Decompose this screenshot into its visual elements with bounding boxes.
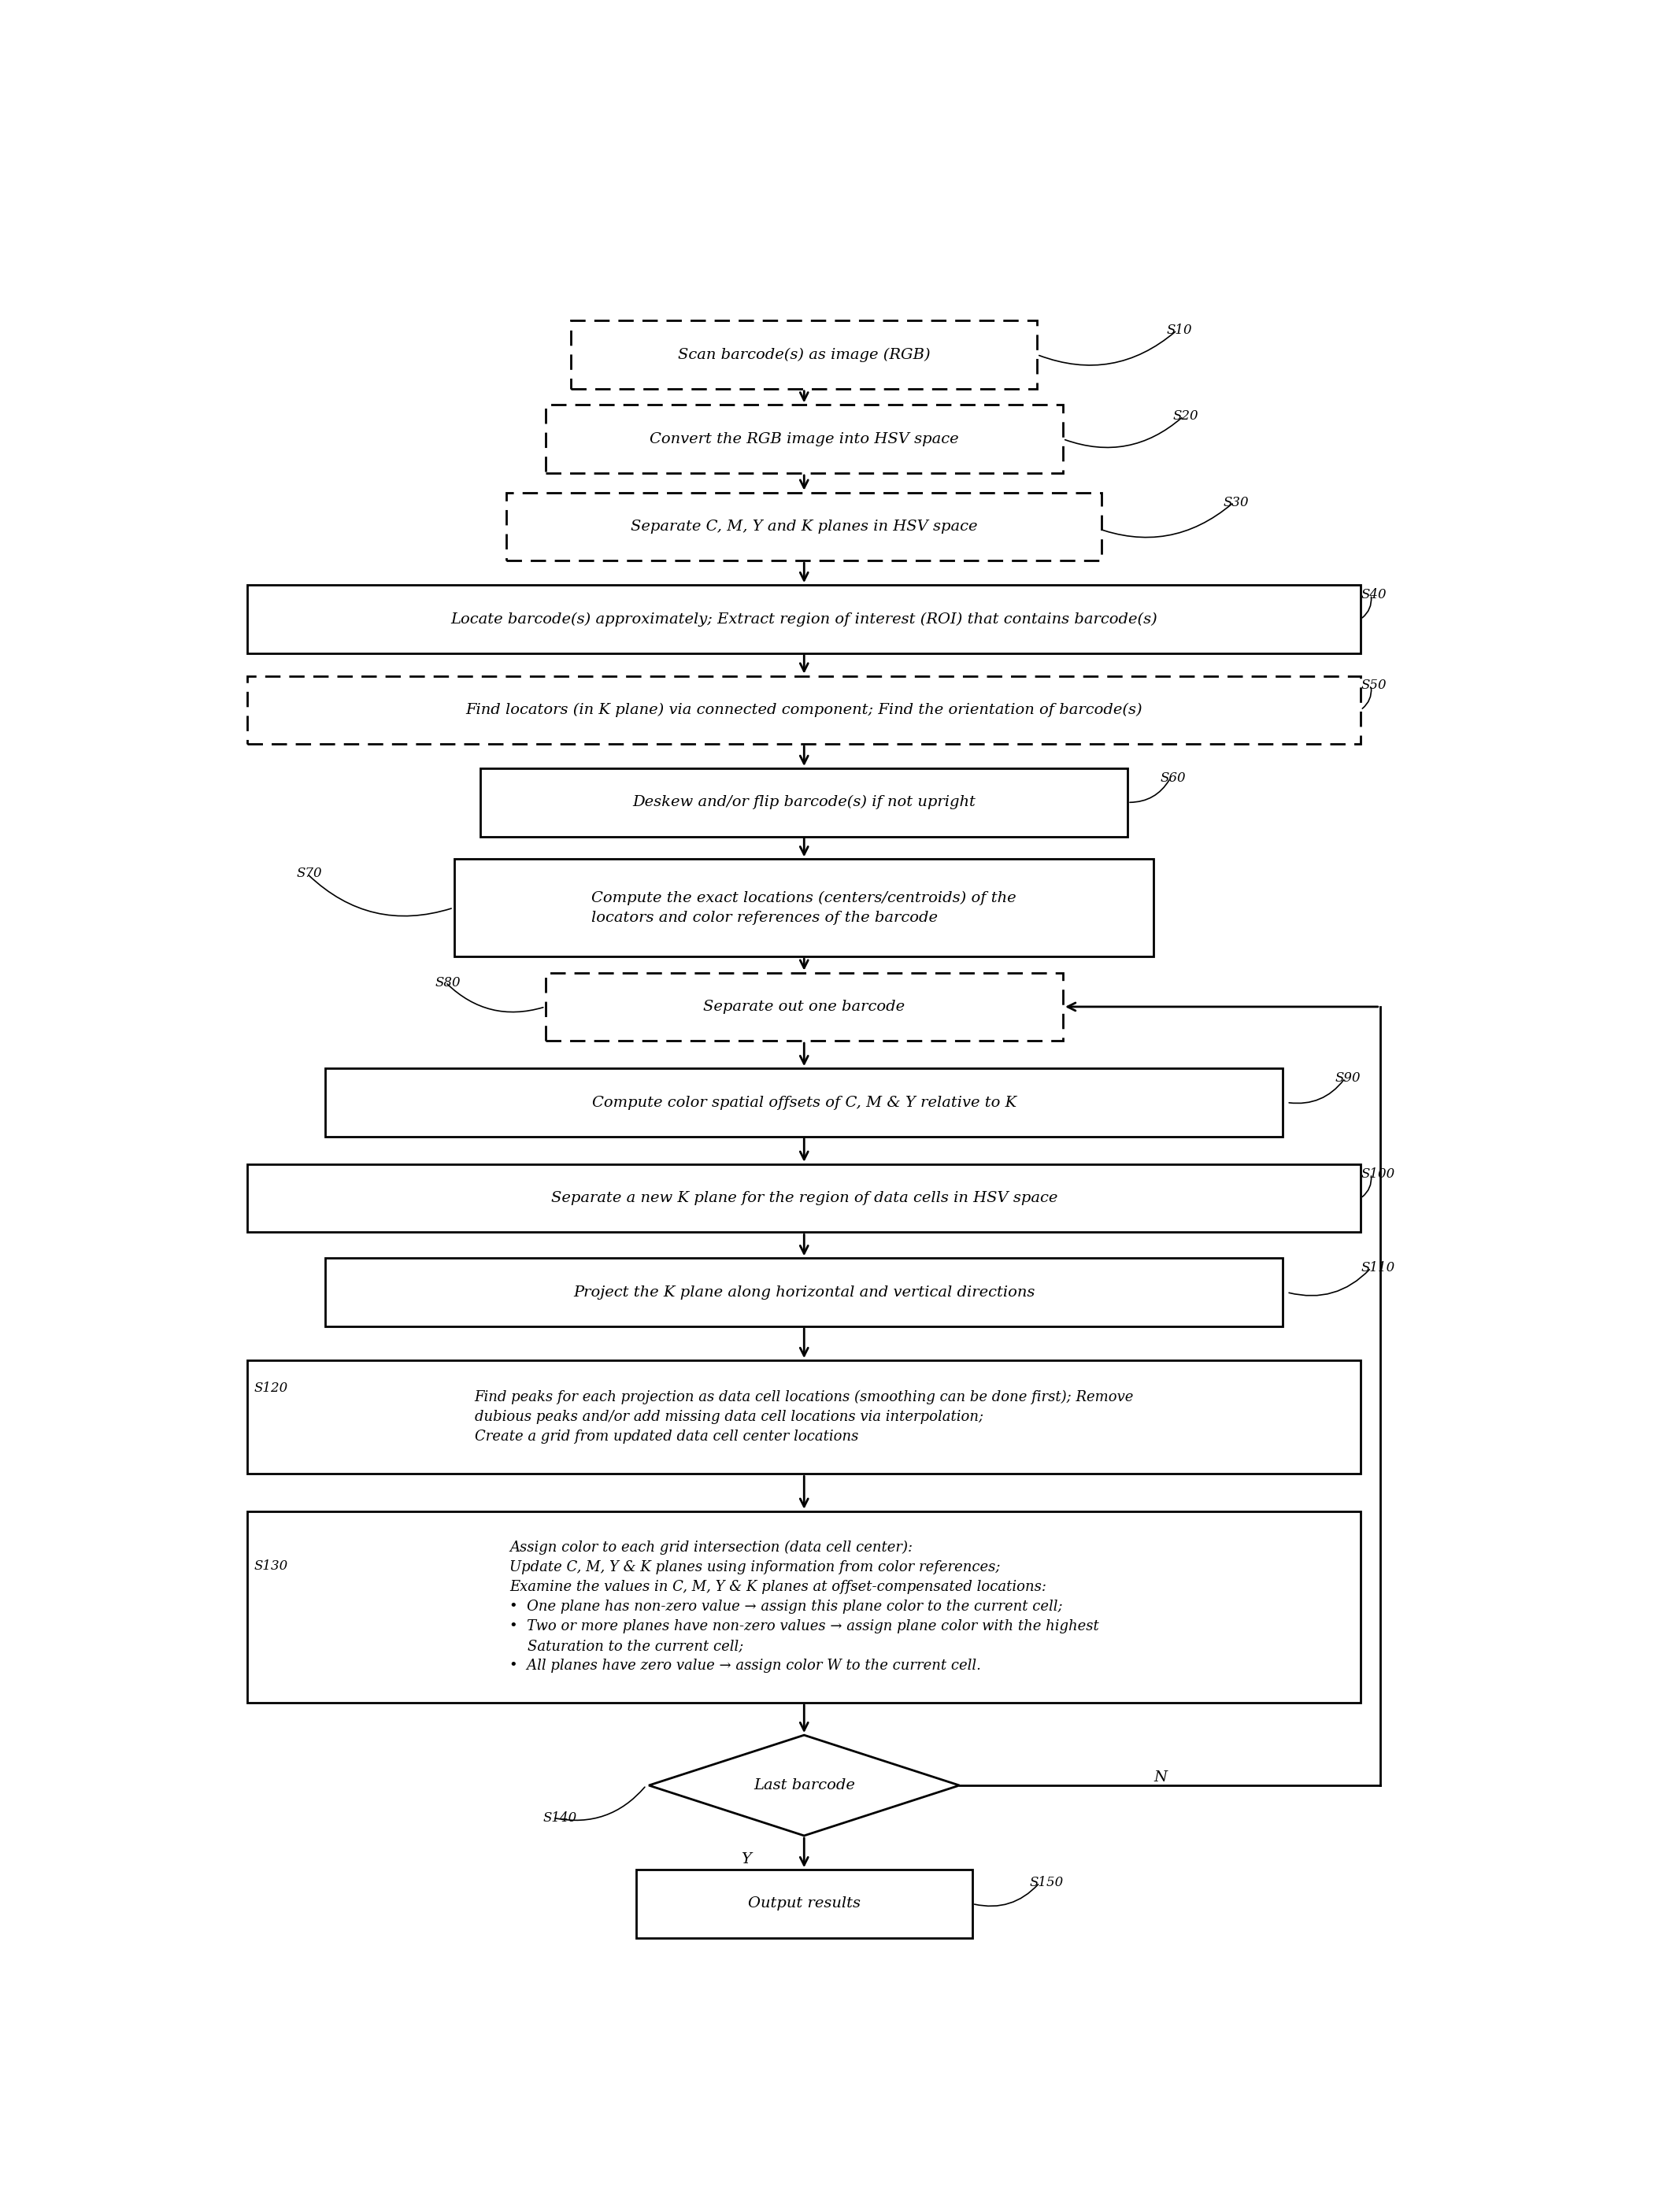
Text: Compute the exact locations (centers/centroids) of the
locators and color refere: Compute the exact locations (centers/cen… (591, 891, 1017, 925)
Bar (544, 405, 1064, 473)
Text: Last barcode: Last barcode (753, 1778, 855, 1792)
Text: Assign color to each grid intersection (data cell center):
Update C, M, Y & K pl: Assign color to each grid intersection (… (509, 1542, 1099, 1672)
Text: S120: S120 (254, 1380, 289, 1394)
Bar (544, 973, 1064, 1042)
Bar (454, 858, 1154, 956)
Text: Separate out one barcode: Separate out one barcode (703, 1000, 905, 1013)
Text: Output results: Output results (748, 1896, 860, 1911)
Text: S40: S40 (1361, 588, 1386, 602)
Bar (247, 584, 1361, 653)
Text: Separate C, M, Y and K planes in HSV space: Separate C, M, Y and K planes in HSV spa… (631, 520, 977, 533)
Text: S90: S90 (1334, 1071, 1361, 1084)
Text: Convert the RGB image into HSV space: Convert the RGB image into HSV space (650, 431, 959, 447)
Text: S130: S130 (254, 1559, 289, 1573)
Bar (506, 493, 1102, 560)
Text: Separate a new K plane for the region of data cells in HSV space: Separate a new K plane for the region of… (551, 1190, 1057, 1206)
Text: Project the K plane along horizontal and vertical directions: Project the K plane along horizontal and… (573, 1285, 1035, 1298)
Text: Deskew and/or flip barcode(s) if not upright: Deskew and/or flip barcode(s) if not upr… (633, 794, 975, 810)
Polygon shape (648, 1734, 960, 1836)
Text: S150: S150 (1029, 1876, 1064, 1889)
Text: S110: S110 (1361, 1261, 1394, 1274)
Text: Find locators (in K plane) via connected component; Find the orientation of barc: Find locators (in K plane) via connected… (466, 703, 1142, 717)
Bar (636, 1869, 972, 1938)
Text: S50: S50 (1361, 679, 1386, 692)
Text: Locate barcode(s) approximately; Extract region of interest (ROI) that contains : Locate barcode(s) approximately; Extract… (451, 613, 1157, 626)
Text: S140: S140 (543, 1812, 576, 1825)
Bar (247, 1164, 1361, 1232)
Bar (571, 321, 1037, 389)
Text: S30: S30 (1224, 495, 1249, 509)
Bar (247, 677, 1361, 743)
Bar (481, 768, 1127, 836)
Text: Find peaks for each projection as data cell locations (smoothing can be done fir: Find peaks for each projection as data c… (474, 1391, 1134, 1444)
Text: Y: Y (741, 1851, 752, 1867)
Bar (247, 1511, 1361, 1703)
Text: S100: S100 (1361, 1168, 1394, 1181)
Text: S60: S60 (1161, 772, 1186, 785)
Bar (326, 1068, 1283, 1137)
Text: S80: S80 (436, 975, 461, 989)
Text: S10: S10 (1166, 323, 1192, 336)
Text: Scan barcode(s) as image (RGB): Scan barcode(s) as image (RGB) (678, 347, 930, 363)
Text: N: N (1154, 1770, 1167, 1785)
Bar (247, 1360, 1361, 1473)
Text: S70: S70 (297, 867, 322, 880)
Text: Compute color spatial offsets of C, M & Y relative to K: Compute color spatial offsets of C, M & … (591, 1095, 1017, 1110)
Bar (326, 1259, 1283, 1327)
Text: S20: S20 (1172, 409, 1199, 422)
